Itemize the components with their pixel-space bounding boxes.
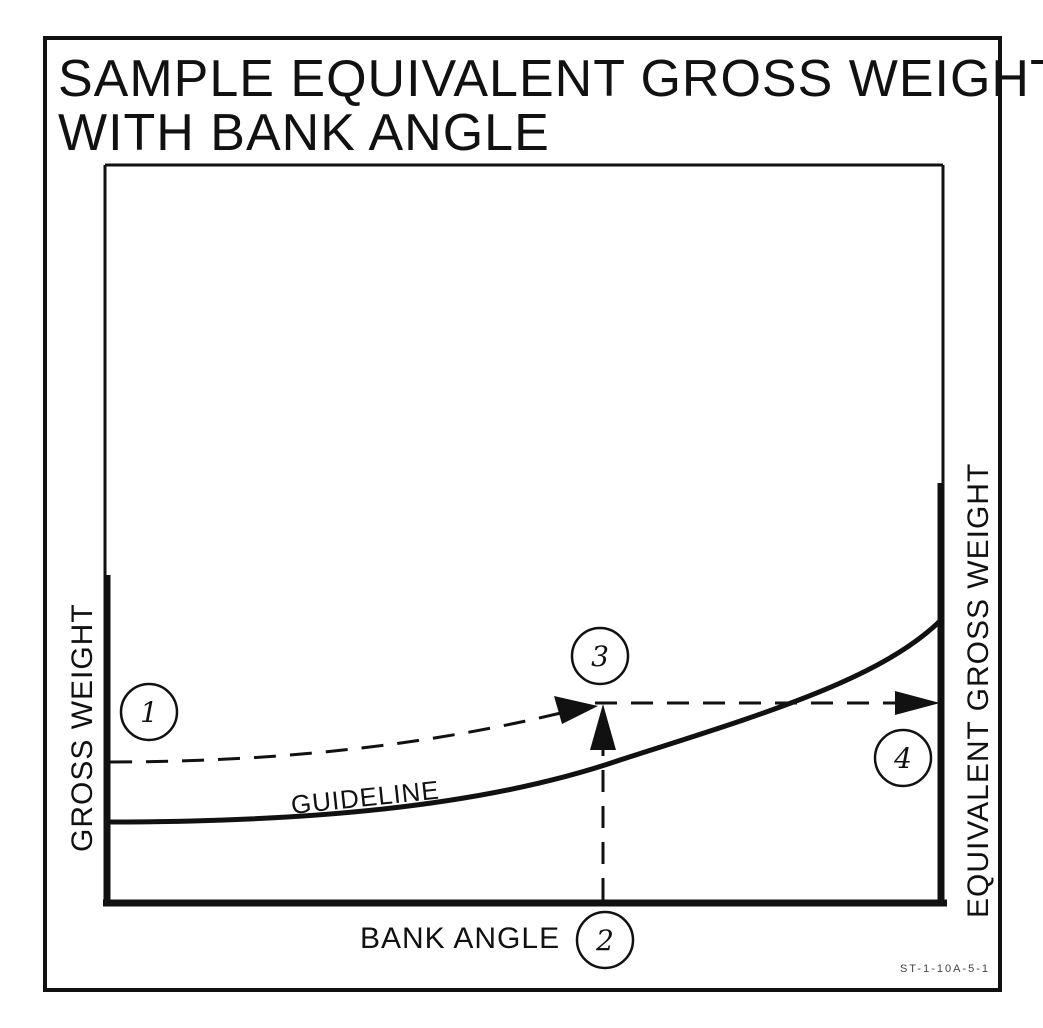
gross-weight-projection [109,710,566,764]
step-marker-4: 4 [873,728,933,788]
step-marker-3: 3 [570,626,630,686]
gross-weight-label: GROSS WEIGHT [66,603,99,852]
bank-angle-label: BANK ANGLE [360,922,560,955]
title-line-1: SAMPLE EQUIVALENT GROSS WEIGHT [58,50,1043,108]
outer-border [43,36,1002,992]
arrowhead-to-right-scale [895,691,940,715]
figure-code: ST-1-10A-5-1 [900,963,990,975]
step-number-1: 1 [140,696,158,729]
title-line-2: WITH BANK ANGLE [58,104,550,162]
step-number-2: 2 [595,924,614,957]
arrowhead-up [590,704,616,750]
step-marker-1: 1 [119,682,179,742]
equivalent-gross-weight-label: EQUIVALENT GROSS WEIGHT [962,463,995,918]
step-number-3: 3 [591,640,609,673]
guideline-curve [106,618,943,825]
arrowhead-to-intersection [554,696,598,724]
step-marker-2: 2 [575,910,635,970]
step-number-4: 4 [893,742,912,775]
